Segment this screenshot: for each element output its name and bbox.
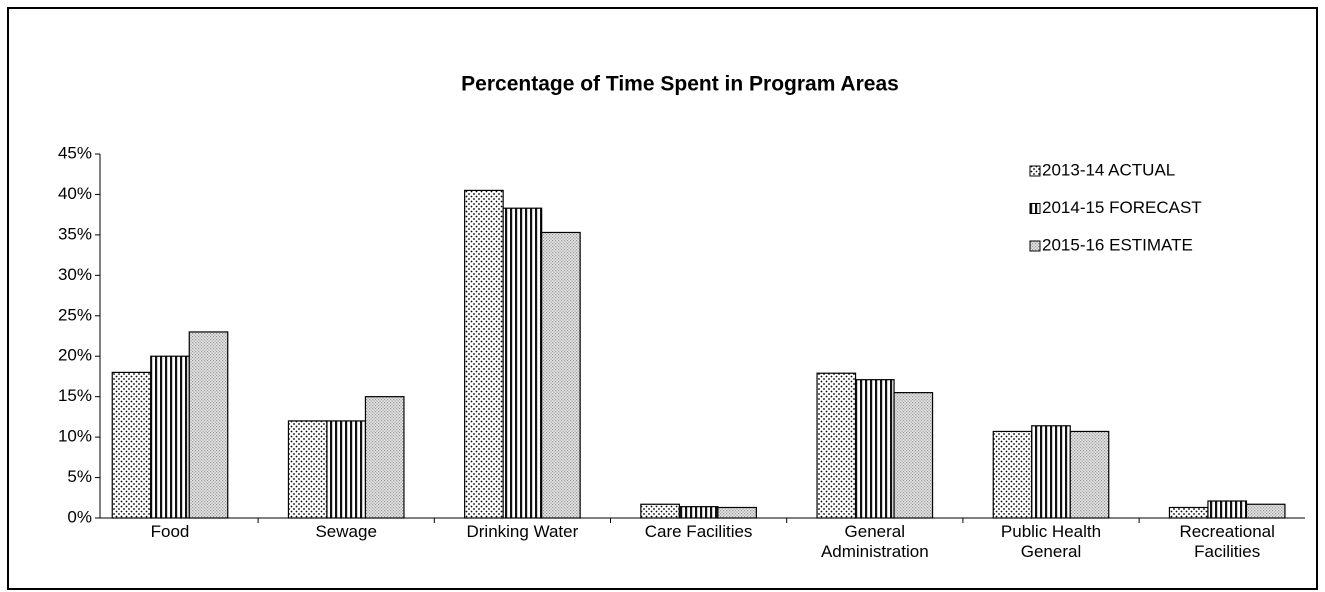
- y-tick-label: 35%: [58, 224, 92, 243]
- bar: [111, 371, 152, 519]
- legend-label: 2014-15 FORECAST: [1042, 198, 1202, 217]
- bar: [541, 231, 581, 519]
- bar: [854, 379, 895, 519]
- y-tick-label: 5%: [67, 467, 92, 486]
- bar: [502, 207, 543, 519]
- legend-swatch: [1029, 203, 1041, 214]
- x-tick-label: General Administration: [820, 522, 929, 561]
- x-tick-label: Recreational Facilities: [1179, 522, 1275, 561]
- bar: [992, 430, 1033, 519]
- bar: [893, 392, 934, 519]
- y-tick-label: 10%: [58, 427, 92, 446]
- legend-swatch: [1029, 165, 1041, 177]
- y-tick-label: 30%: [58, 265, 92, 284]
- chart-title: Percentage of Time Spent in Program Area…: [461, 73, 899, 96]
- x-tick-label: Food: [150, 522, 190, 541]
- bar: [188, 331, 229, 519]
- x-tick-label: Sewage: [315, 522, 377, 541]
- bar: [640, 503, 680, 519]
- bar: [287, 420, 328, 519]
- bar: [1168, 506, 1209, 519]
- bar: [816, 372, 857, 519]
- bar: [717, 506, 757, 519]
- legend-swatch: [1029, 240, 1041, 252]
- bar: [326, 420, 367, 519]
- x-tick-label: Public Health General: [1000, 522, 1102, 561]
- y-tick-label: 40%: [58, 184, 92, 203]
- x-tick-label: Drinking Water: [466, 522, 579, 541]
- bar: [150, 355, 190, 519]
- bar: [1069, 430, 1110, 519]
- bar: [678, 506, 719, 519]
- bar: [364, 396, 405, 519]
- bar: [464, 189, 504, 519]
- x-tick-label: Care Facilities: [644, 522, 753, 541]
- frame: [7, 7, 1318, 590]
- bar: [1031, 425, 1071, 519]
- y-tick-label: 0%: [67, 507, 92, 526]
- y-tick-label: 15%: [58, 386, 92, 405]
- legend-label: 2015-16 ESTIMATE: [1042, 235, 1193, 254]
- y-tick-label: 25%: [58, 305, 92, 324]
- bar: [1207, 500, 1248, 519]
- legend-label: 2013-14 ACTUAL: [1042, 160, 1175, 179]
- bar: [1245, 503, 1286, 519]
- y-tick-label: 45%: [58, 143, 92, 162]
- y-tick-label: 20%: [58, 346, 92, 365]
